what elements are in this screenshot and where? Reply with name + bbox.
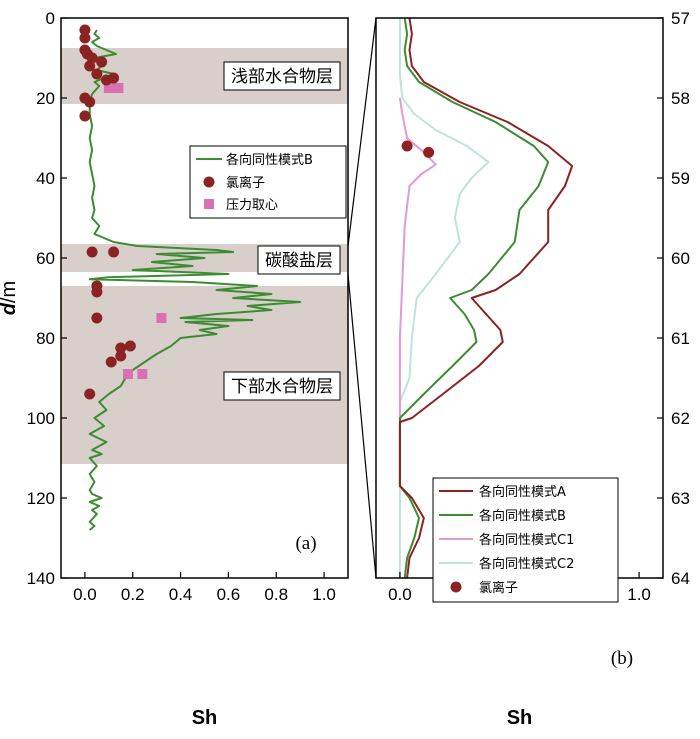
panel-a-plot: [79, 24, 302, 531]
y-tick-label-6: 120: [27, 489, 55, 508]
band-label-box: [223, 61, 341, 91]
series-line-mode-c1: [398, 97, 437, 418]
band-label-box: [257, 245, 341, 275]
chloride-point-7: [84, 60, 96, 72]
b-chloride-point-2: [423, 146, 435, 158]
panel-a-x-axis-title: Sh: [192, 707, 218, 729]
legend-label-mode-c2: 各向同性模式C2: [479, 556, 574, 572]
band-label-2: 碳酸盐层: [257, 245, 341, 275]
pressure-core-point-1: [103, 83, 114, 93]
chloride-point-23: [84, 388, 96, 400]
band-label-1: 浅部水合物层: [223, 61, 341, 91]
y-tick-label-5: 100: [27, 409, 55, 428]
x-tick-label-4: 0.8: [264, 585, 288, 604]
chloride-point-18: [91, 312, 103, 324]
x-tick-label-0: 0.0: [73, 585, 97, 604]
y-tick-label-4: 80: [36, 329, 55, 348]
b-x-tick-label-0: 0.0: [388, 585, 412, 604]
series-line-mode-a: [398, 18, 574, 578]
chloride-point-20: [124, 340, 136, 352]
legend-label-mode-b: 各向同性模式B: [226, 152, 313, 168]
panel-a-y-axis-title: d/m: [0, 281, 20, 315]
band-label-text: 碳酸盐层: [265, 251, 333, 271]
b-y-tick-label-3: 60: [671, 249, 690, 268]
y-tick-label-7: 140: [27, 569, 55, 588]
panel-b-legend: 各向同性模式A 各向同性模式B 各向同性模式C1 各向同性模式C2 氯离子: [432, 477, 619, 603]
pressure-core-point-4: [122, 369, 133, 379]
band-label-text: 浅部水合物层: [231, 67, 333, 87]
y-axis-symbol: d: [0, 302, 20, 315]
legend-label-mode-c1: 各向同性模式C1: [479, 532, 574, 548]
b-y-tick-label-7: 64: [671, 569, 690, 588]
legend-label-chloride: 氯离子: [226, 175, 265, 191]
chloride-point-17: [91, 286, 103, 298]
panel-a-label: (a): [295, 533, 316, 554]
b-y-tick-label-6: 63: [671, 489, 690, 508]
pressure-core-point-5: [137, 369, 148, 379]
chloride-point-22: [105, 356, 117, 368]
legend-swatch-pressure-core: [204, 199, 214, 209]
chloride-point-8: [91, 68, 103, 80]
panel-b-label: (b): [611, 648, 633, 669]
b-y-tick-label-1: 58: [671, 89, 690, 108]
panel-b-x-axis-title: Sh: [507, 707, 533, 729]
chloride-point-14: [86, 246, 98, 258]
legend-label-chloride: 氯离子: [479, 580, 518, 596]
y-tick-label-0: 0: [46, 9, 55, 28]
zoom-line-bottom: [347, 273, 377, 579]
band-label-box: [223, 371, 341, 401]
panel-b-plot: [398, 18, 574, 578]
legend-swatch-chloride: [450, 581, 462, 593]
y-axis-unit: /m: [0, 281, 20, 303]
chloride-point-12: [84, 96, 96, 108]
series-line-mode-b: [88, 29, 302, 531]
b-y-tick-label-4: 61: [671, 329, 690, 348]
panel-a-frame: [60, 17, 349, 579]
panel-a-ticks: 0.0 0.2 0.4 0.6 0.8 1.0 0 20 40 60 80 100 120 140: [27, 9, 336, 604]
b-y-tick-label-2: 59: [671, 169, 690, 188]
y-tick-label-1: 20: [36, 89, 55, 108]
y-tick-label-3: 60: [36, 249, 55, 268]
y-tick-label-2: 40: [36, 169, 55, 188]
chloride-point-1: [79, 24, 91, 36]
b-y-tick-label-0: 57: [671, 9, 690, 28]
legend-box: [189, 145, 347, 219]
pressure-core-point-3: [156, 313, 167, 323]
chloride-point-19: [115, 342, 127, 354]
chloride-point-10: [100, 74, 112, 86]
chloride-point-13: [79, 110, 91, 122]
legend-swatch-chloride: [203, 176, 215, 188]
x-tick-label-5: 1.0: [312, 585, 336, 604]
b-x-tick-label-5: 1.0: [627, 585, 651, 604]
legend-label-pressure-core: 压力取心: [226, 198, 278, 213]
b-chloride-point-1: [401, 140, 413, 152]
chloride-point-2: [79, 32, 91, 44]
pressure-core-point-2: [113, 83, 124, 93]
x-tick-label-2: 0.4: [169, 585, 193, 604]
x-tick-label-1: 0.2: [121, 585, 145, 604]
chloride-point-6: [96, 56, 108, 68]
legend-label-mode-a: 各向同性模式A: [479, 484, 566, 500]
chloride-point-15: [108, 246, 120, 258]
zoom-line-top: [347, 17, 377, 247]
band-label-text: 下部水合物层: [231, 377, 333, 397]
x-tick-label-3: 0.6: [217, 585, 241, 604]
band-label-3: 下部水合物层: [223, 371, 341, 401]
chloride-point-21: [115, 350, 127, 362]
legend-label-mode-b: 各向同性模式B: [479, 508, 566, 524]
zoom-connector: [347, 17, 377, 579]
b-y-tick-label-5: 62: [671, 409, 690, 428]
